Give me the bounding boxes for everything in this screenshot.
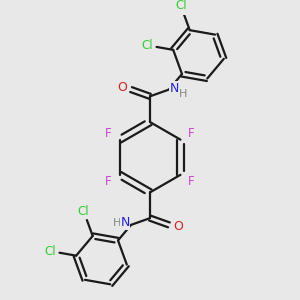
- Text: F: F: [188, 127, 195, 140]
- Text: Cl: Cl: [78, 205, 89, 218]
- Text: O: O: [173, 220, 183, 233]
- Text: F: F: [105, 127, 112, 140]
- Text: F: F: [105, 175, 112, 188]
- Text: Cl: Cl: [175, 0, 187, 12]
- Text: O: O: [117, 81, 127, 94]
- Text: Cl: Cl: [44, 244, 56, 258]
- Text: F: F: [188, 175, 195, 188]
- Text: H: H: [113, 218, 121, 228]
- Text: Cl: Cl: [141, 39, 153, 52]
- Text: H: H: [179, 88, 187, 99]
- Text: N: N: [120, 216, 130, 230]
- Text: N: N: [170, 82, 179, 95]
